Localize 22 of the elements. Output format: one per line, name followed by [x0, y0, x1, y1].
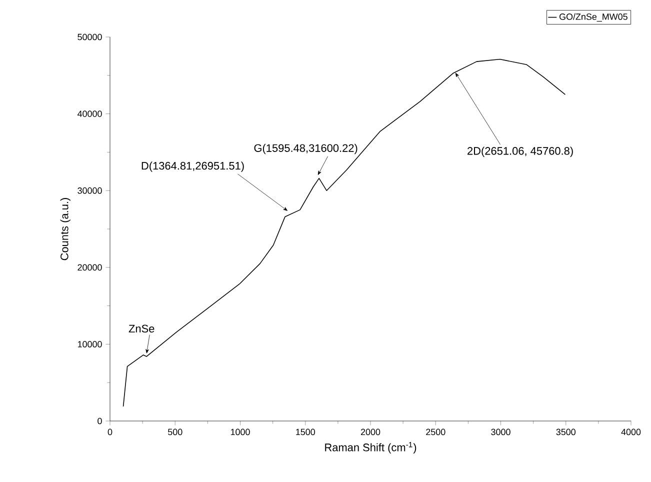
x-tick-label: 0: [108, 428, 112, 436]
annotation: ZnSe: [128, 324, 154, 333]
y-axis-title: Counts (a.u.): [60, 198, 70, 260]
y-tick-label: 30000: [78, 187, 102, 194]
x-tick-label: 4000: [621, 428, 641, 436]
x-tick-label: 3000: [491, 428, 510, 436]
y-tick-label: 40000: [77, 110, 102, 117]
y-tick-label: 50000: [78, 34, 102, 40]
x-tick-label: 2000: [360, 428, 380, 436]
x-tick-label: 2500: [426, 428, 446, 436]
annotation: G(1595.48,31600.22): [254, 144, 358, 154]
y-tick-label: 10000: [78, 341, 102, 348]
x-axis-title: Raman Shift (cm$^{-1}$): [325, 442, 416, 454]
x-tick-label: 1500: [296, 428, 315, 436]
y-tick-label: 0: [98, 418, 102, 424]
x-tick-label: 3500: [556, 428, 576, 436]
annotation: D(1364.81,26951.51): [142, 162, 244, 172]
legend-label: GO/ZnSe_MW05: [560, 13, 628, 22]
x-tick-label: 1000: [230, 428, 250, 436]
x-tick-label: 500: [168, 428, 182, 436]
annotation: 2D(2651.06, 45760.8): [468, 146, 573, 157]
y-tick-label: 20000: [78, 264, 102, 271]
